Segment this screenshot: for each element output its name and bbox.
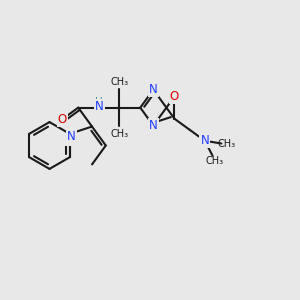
Text: CH₃: CH₃ — [206, 155, 224, 166]
Text: H: H — [95, 97, 103, 106]
Text: O: O — [170, 90, 179, 103]
Text: H: H — [65, 135, 73, 146]
Text: CH₃: CH₃ — [110, 76, 128, 86]
Text: CH₃: CH₃ — [110, 129, 128, 139]
Text: N: N — [149, 119, 158, 132]
Text: N: N — [67, 130, 76, 143]
Text: N: N — [149, 83, 158, 96]
Text: N: N — [200, 134, 209, 147]
Text: O: O — [58, 113, 67, 126]
Text: CH₃: CH₃ — [218, 140, 236, 149]
Text: N: N — [95, 100, 104, 113]
